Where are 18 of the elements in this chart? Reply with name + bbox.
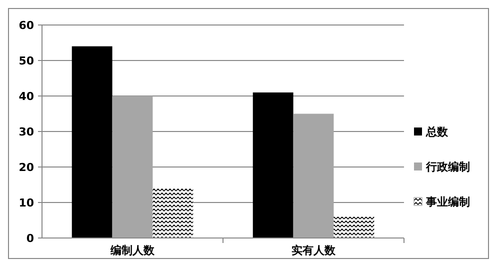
- legend-label: 总数: [425, 125, 449, 138]
- y-tick-label: 40: [18, 90, 34, 103]
- bar: [72, 46, 112, 238]
- legend-label: 行政编制: [425, 160, 470, 174]
- bar: [334, 216, 374, 238]
- x-tick-label: 实有人数: [292, 244, 336, 257]
- bar: [252, 92, 294, 238]
- y-tick-label: 60: [18, 18, 34, 32]
- y-tick-label: 10: [18, 196, 34, 210]
- legend-label: 事业编制: [425, 195, 470, 208]
- y-tick-label: 30: [18, 125, 34, 138]
- bar: [152, 188, 194, 238]
- bar: [293, 114, 334, 238]
- y-tick-label: 20: [18, 160, 34, 174]
- y-tick-label: 50: [18, 54, 34, 68]
- bar: [112, 96, 153, 238]
- y-tick-label: 0: [26, 232, 34, 245]
- x-tick-label: 编制人数: [110, 244, 156, 257]
